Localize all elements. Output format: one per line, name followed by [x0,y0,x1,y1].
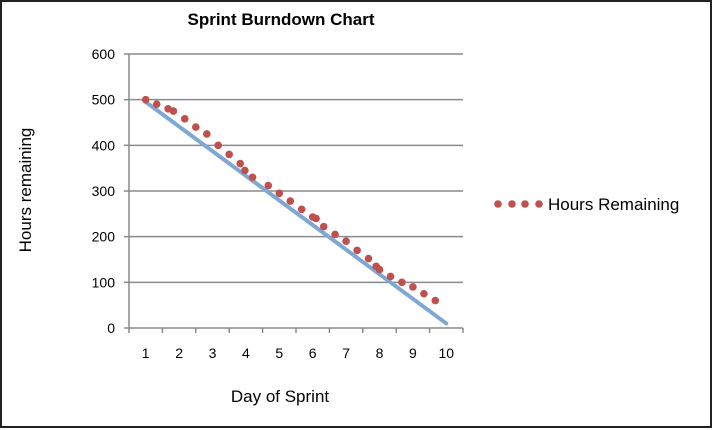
data-point [409,283,417,291]
data-point [141,95,150,104]
x-tick-label: 6 [309,345,317,361]
data-point [275,189,284,198]
legend-marker-dot [494,200,502,208]
x-tick-label: 5 [275,345,283,361]
data-point [312,214,320,223]
y-tick-label: 100 [92,274,116,290]
data-point [248,173,257,182]
x-axis-label: Day of Sprint [231,387,330,406]
data-point [241,166,249,175]
data-point [431,296,440,305]
plot-area [141,95,449,326]
x-tick-labels: 1 2 3 4 5 6 7 8 9 10 [142,345,454,361]
x-tick-label: 1 [142,345,150,361]
chart-title: Sprint Burndown Chart [188,10,375,29]
data-point [236,159,245,168]
legend-marker-dot [508,200,516,208]
data-point [353,246,361,255]
legend-label: Hours Remaining [548,195,679,214]
x-tick-label: 9 [409,345,417,361]
data-point [398,278,406,287]
y-tick-labels: 0 100 200 300 400 500 600 [92,46,116,336]
x-tick-label: 7 [342,345,350,361]
data-point [169,107,178,115]
data-point [152,100,161,109]
y-tick-label: 600 [92,46,116,62]
data-point [420,289,428,298]
data-point [375,265,384,274]
y-tick-label: 400 [92,137,116,153]
x-tick-label: 4 [242,345,250,361]
data-point [386,272,395,281]
ideal-burndown-line [143,99,449,326]
data-point [331,230,339,239]
y-tick-label: 200 [92,229,116,245]
grid-lines [124,53,464,333]
data-point [203,130,211,138]
x-tick-label: 2 [175,345,183,361]
y-axis-label: Hours remaining [16,128,35,253]
data-point [214,141,222,150]
legend-marker-dot [535,200,543,208]
data-point [264,181,273,190]
data-point [297,205,306,214]
data-point [319,222,328,231]
y-tick-label: 0 [107,320,115,336]
data-point [225,150,233,159]
y-tick-label: 300 [92,183,116,199]
x-tick-label: 8 [376,345,384,361]
data-point [180,115,189,123]
legend-marker-dot [521,200,529,208]
data-point [192,123,200,131]
y-tick-label: 500 [92,92,116,108]
data-point [286,197,295,205]
x-tick-label: 3 [209,345,217,361]
data-point [364,254,373,263]
data-point [342,237,350,246]
x-tick-label: 10 [439,345,455,361]
legend: Hours Remaining [494,195,679,214]
